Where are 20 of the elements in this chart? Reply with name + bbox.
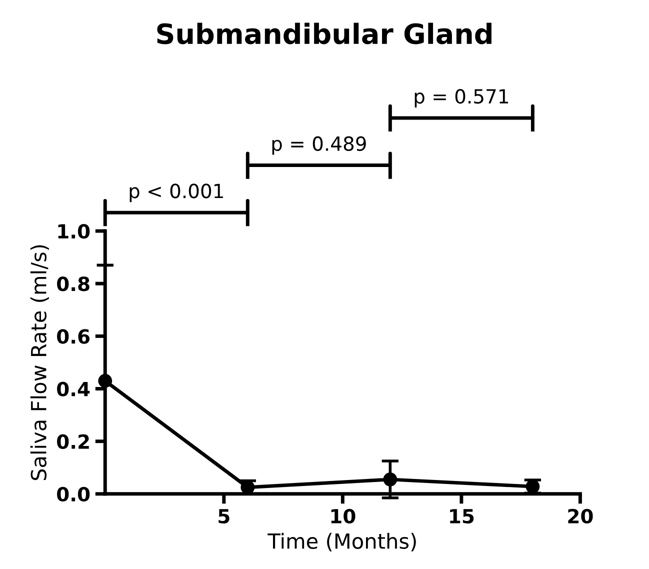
- text: p = 0.489: [272, 136, 366, 155]
- y-tick-label: 0.8: [57, 276, 90, 292]
- y-tick-label: 0.2: [57, 434, 89, 449]
- chart-title: Submandibular Gland: [157, 22, 492, 44]
- text: p = 0.571: [414, 88, 508, 108]
- y-tick-label: 0.4: [57, 382, 90, 396]
- y-tick-label: 0.0: [57, 486, 90, 502]
- y-tick-label: 1.0: [58, 224, 90, 239]
- x-axis-title: Time (Months): [268, 532, 416, 552]
- y-axis-title: Saliva Flow Rate (ml/s): [30, 245, 49, 480]
- x-tick-label: 20: [568, 508, 593, 524]
- text: p < 0.001: [130, 184, 223, 202]
- point: [240, 480, 255, 494]
- point: [526, 480, 540, 494]
- point: [383, 472, 398, 486]
- x-tick-label: 5: [218, 509, 230, 524]
- point: [98, 374, 112, 388]
- x-tick-label: 15: [450, 509, 474, 524]
- x-tick-label: 10: [331, 508, 356, 524]
- y-tick-label: 0.6: [57, 329, 90, 344]
